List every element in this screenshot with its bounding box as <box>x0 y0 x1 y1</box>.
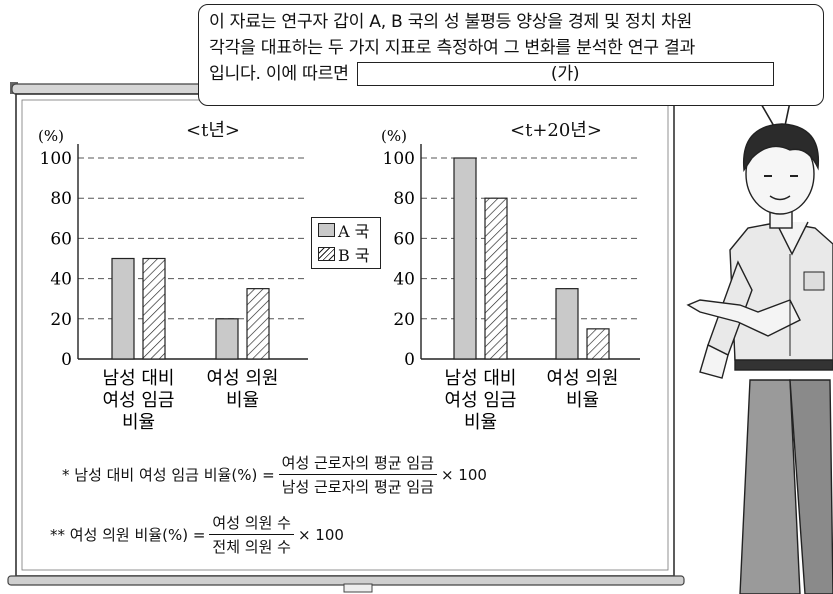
chart-title-t-plus-20-year: <t+20년> <box>510 120 602 141</box>
presenter-shirt-pocket <box>803 271 825 291</box>
x-category-label: 여성 의원 <box>207 368 279 389</box>
y-tick-label: 20 <box>50 310 72 330</box>
legend-item-b: B 국 <box>312 242 380 266</box>
y-tick-label: 80 <box>393 189 415 209</box>
x-category-label: 남성 대비 <box>445 368 517 389</box>
x-category-label: 비율 <box>566 390 599 411</box>
y-tick-label: 60 <box>393 229 415 249</box>
footnote-legislator-prefix: ** 여성 의원 비율(%) = <box>50 526 206 544</box>
y-tick-label: 0 <box>404 350 415 370</box>
bar-b-wage-ratio <box>484 197 508 360</box>
footnote-wage-suffix: × 100 <box>440 465 487 484</box>
screen-top-bar <box>11 83 215 95</box>
y-tick-label: 40 <box>393 270 415 290</box>
footnote-legislator-suffix: × 100 <box>297 525 344 544</box>
y-tick-label: 20 <box>393 310 415 330</box>
presenter-left-leg <box>739 379 801 594</box>
x-category-label: 남성 대비 <box>103 368 175 389</box>
presenter-pointing-hand <box>686 299 801 337</box>
x-category-label: 여성 임금 <box>103 390 175 411</box>
footnote-legislator-numerator: 여성 의원 수 <box>209 512 294 535</box>
footnote-wage-fraction: 여성 근로자의 평균 임금 남성 근로자의 평균 임금 <box>278 452 437 497</box>
footnote-wage-numerator: 여성 근로자의 평균 임금 <box>278 452 437 475</box>
speech-bubble: 이 자료는 연구자 갑이 A, B 국의 성 불평등 양상을 경제 및 정치 차… <box>198 4 824 106</box>
legend: A 국 B 국 <box>311 217 381 269</box>
y-tick-label: 100 <box>40 149 72 169</box>
legend-label-a: A 국 <box>338 222 370 241</box>
speech-line-3: 입니다. 이에 따르면 (가) <box>209 61 815 87</box>
x-category-label: 비율 <box>226 390 259 411</box>
y-tick-label: 80 <box>50 189 72 209</box>
presenter-right-leg <box>789 379 833 594</box>
presenter-left-hand <box>699 344 729 379</box>
y-tick-label: 0 <box>61 350 72 370</box>
bar-b-legislator-ratio <box>586 328 610 360</box>
bar-b-legislator-ratio <box>246 288 270 360</box>
chart-title-t-year: <t년> <box>186 120 240 141</box>
bar-a-wage-ratio <box>453 157 477 360</box>
y-axis-unit-label: (%) <box>38 127 64 145</box>
legend-swatch-a <box>318 223 335 237</box>
presenter-mouth <box>769 195 791 201</box>
screen-handle <box>343 583 373 593</box>
x-category-label: 비율 <box>122 412 155 433</box>
presenter-hair <box>742 123 820 173</box>
x-category-label: 여성 의원 <box>547 368 619 389</box>
bar-a-wage-ratio <box>111 257 135 360</box>
speech-line-2: 각각을 대표하는 두 가지 지표로 측정하여 그 변화를 분석한 연구 결과 <box>209 38 695 58</box>
legend-label-b: B 국 <box>338 246 370 265</box>
footnote-wage-denominator: 남성 근로자의 평균 임금 <box>281 478 434 496</box>
speech-line-3-text: 입니다. 이에 따르면 <box>209 64 349 84</box>
presenter-collar <box>775 221 809 256</box>
legend-swatch-b <box>318 247 335 261</box>
x-category-label: 비율 <box>464 412 497 433</box>
y-tick-label: 60 <box>50 229 72 249</box>
footnote-wage-ratio: * 남성 대비 여성 임금 비율(%) = 여성 근로자의 평균 임금 남성 근… <box>62 452 487 497</box>
y-axis-unit-label: (%) <box>381 127 407 145</box>
legend-item-a: A 국 <box>312 218 380 242</box>
x-category-label: 여성 임금 <box>445 390 517 411</box>
presenter-illustration <box>686 123 833 594</box>
y-tick-label: 40 <box>50 270 72 290</box>
footnote-legislator-denominator: 전체 의원 수 <box>212 538 291 556</box>
footnote-wage-prefix: * 남성 대비 여성 임금 비율(%) = <box>62 466 275 484</box>
footnote-legislator-ratio: ** 여성 의원 비율(%) = 여성 의원 수 전체 의원 수 × 100 <box>50 512 344 557</box>
footnote-legislator-fraction: 여성 의원 수 전체 의원 수 <box>209 512 294 557</box>
bar-b-wage-ratio <box>142 257 166 360</box>
speech-line-1: 이 자료는 연구자 갑이 A, B 국의 성 불평등 양상을 경제 및 정치 차… <box>209 12 693 32</box>
y-tick-label: 100 <box>383 149 415 169</box>
bar-a-legislator-ratio <box>215 318 239 360</box>
bar-a-legislator-ratio <box>555 288 579 360</box>
answer-blank: (가) <box>356 62 774 86</box>
